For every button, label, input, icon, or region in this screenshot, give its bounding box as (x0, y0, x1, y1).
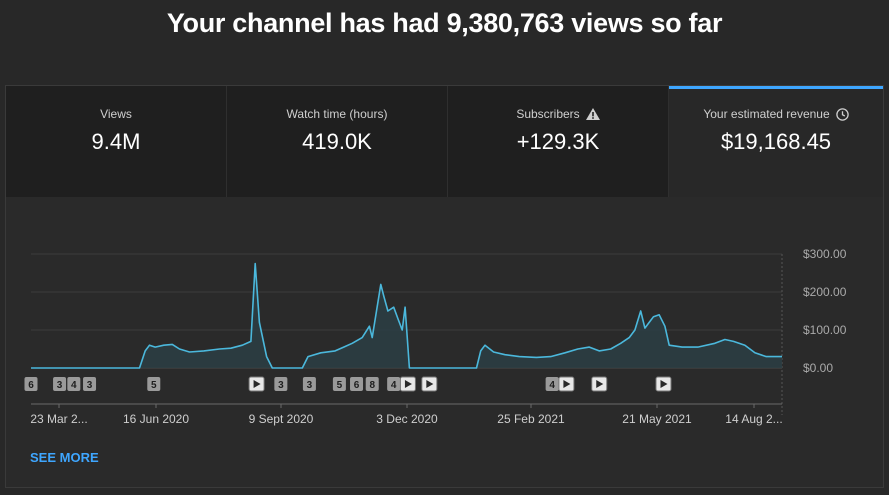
tab-watch-time[interactable]: Watch time (hours) 419.0K (227, 86, 448, 197)
marker-count: 3 (307, 380, 313, 391)
marker-count: 3 (278, 380, 284, 391)
metric-tabs: Views 9.4M Watch time (hours) 419.0K Sub… (6, 86, 883, 197)
x-tick-label: 21 May 2021 (622, 412, 692, 426)
upload-count-marker[interactable]: 4 (387, 377, 401, 391)
play-icon (426, 380, 434, 388)
x-tick-label: 23 Mar 2... (30, 412, 87, 426)
upload-count-marker[interactable]: 6 (24, 377, 38, 391)
upload-count-marker[interactable]: 3 (302, 377, 316, 391)
upload-count-marker[interactable]: 5 (147, 377, 161, 391)
see-more-link[interactable]: SEE MORE (30, 450, 99, 465)
marker-count: 6 (354, 380, 360, 391)
tab-estimated-revenue[interactable]: Your estimated revenue $19,168.45 (669, 86, 883, 197)
upload-count-marker[interactable]: 5 (332, 377, 346, 391)
tab-value: 9.4M (91, 129, 141, 154)
tab-label: Views (100, 107, 132, 121)
tab-views[interactable]: Views 9.4M (6, 86, 227, 197)
marker-count: 6 (28, 380, 34, 391)
tab-value: $19,168.45 (720, 129, 832, 154)
analytics-card: Views 9.4M Watch time (hours) 419.0K Sub… (5, 85, 884, 488)
marker-count: 5 (337, 380, 343, 391)
tab-label: Subscribers (516, 107, 580, 121)
y-tick-label: $200.00 (803, 285, 847, 299)
play-icon (660, 380, 668, 388)
tab-label: Your estimated revenue (703, 107, 830, 121)
upload-count-marker[interactable]: 4 (545, 377, 559, 391)
x-tick-label: 3 Dec 2020 (376, 412, 438, 426)
play-icon (253, 380, 261, 388)
upload-count-marker[interactable]: 3 (83, 377, 97, 391)
tab-subscribers[interactable]: Subscribers +129.3K (448, 86, 669, 197)
marker-count: 4 (391, 380, 397, 391)
revenue-chart: $0.00$100.00$200.00$300.006 3 4 3 5 3 3 5 6 8 4 423… (24, 247, 847, 426)
tab-label: Watch time (hours) (286, 107, 388, 121)
video-marker[interactable] (591, 376, 608, 392)
marker-count: 5 (151, 380, 157, 391)
marker-count: 4 (549, 380, 555, 391)
revenue-area (31, 263, 782, 368)
y-tick-label: $0.00 (803, 361, 833, 375)
x-tick-label: 25 Feb 2021 (497, 412, 565, 426)
x-tick-label: 9 Sept 2020 (249, 412, 314, 426)
upload-count-marker[interactable]: 4 (67, 377, 81, 391)
x-tick-label: 14 Aug 2... (725, 412, 782, 426)
video-marker[interactable] (558, 376, 575, 392)
video-marker[interactable] (421, 376, 438, 392)
video-marker[interactable] (655, 376, 672, 392)
revenue-line (31, 262, 782, 369)
upload-count-marker[interactable]: 6 (350, 377, 364, 391)
y-tick-label: $300.00 (803, 247, 847, 261)
tab-value: +129.3K (516, 129, 600, 154)
upload-count-marker[interactable]: 8 (365, 377, 379, 391)
play-icon (563, 380, 571, 388)
tab-value: 419.0K (302, 129, 372, 154)
upload-count-marker[interactable]: 3 (53, 377, 67, 391)
play-icon (596, 380, 604, 388)
upload-count-marker[interactable]: 3 (274, 377, 288, 391)
x-tick-label: 16 Jun 2020 (123, 412, 189, 426)
y-tick-label: $100.00 (803, 323, 847, 337)
marker-count: 3 (87, 380, 93, 391)
play-icon (404, 380, 412, 388)
page-headline: Your channel has had 9,380,763 views so … (166, 8, 723, 38)
warning-icon[interactable] (585, 108, 600, 120)
marker-count: 3 (57, 380, 63, 391)
video-marker[interactable] (248, 376, 265, 392)
video-marker[interactable] (399, 376, 416, 392)
marker-count: 8 (369, 380, 375, 391)
marker-count: 4 (71, 380, 77, 391)
clock-icon[interactable] (835, 107, 849, 121)
